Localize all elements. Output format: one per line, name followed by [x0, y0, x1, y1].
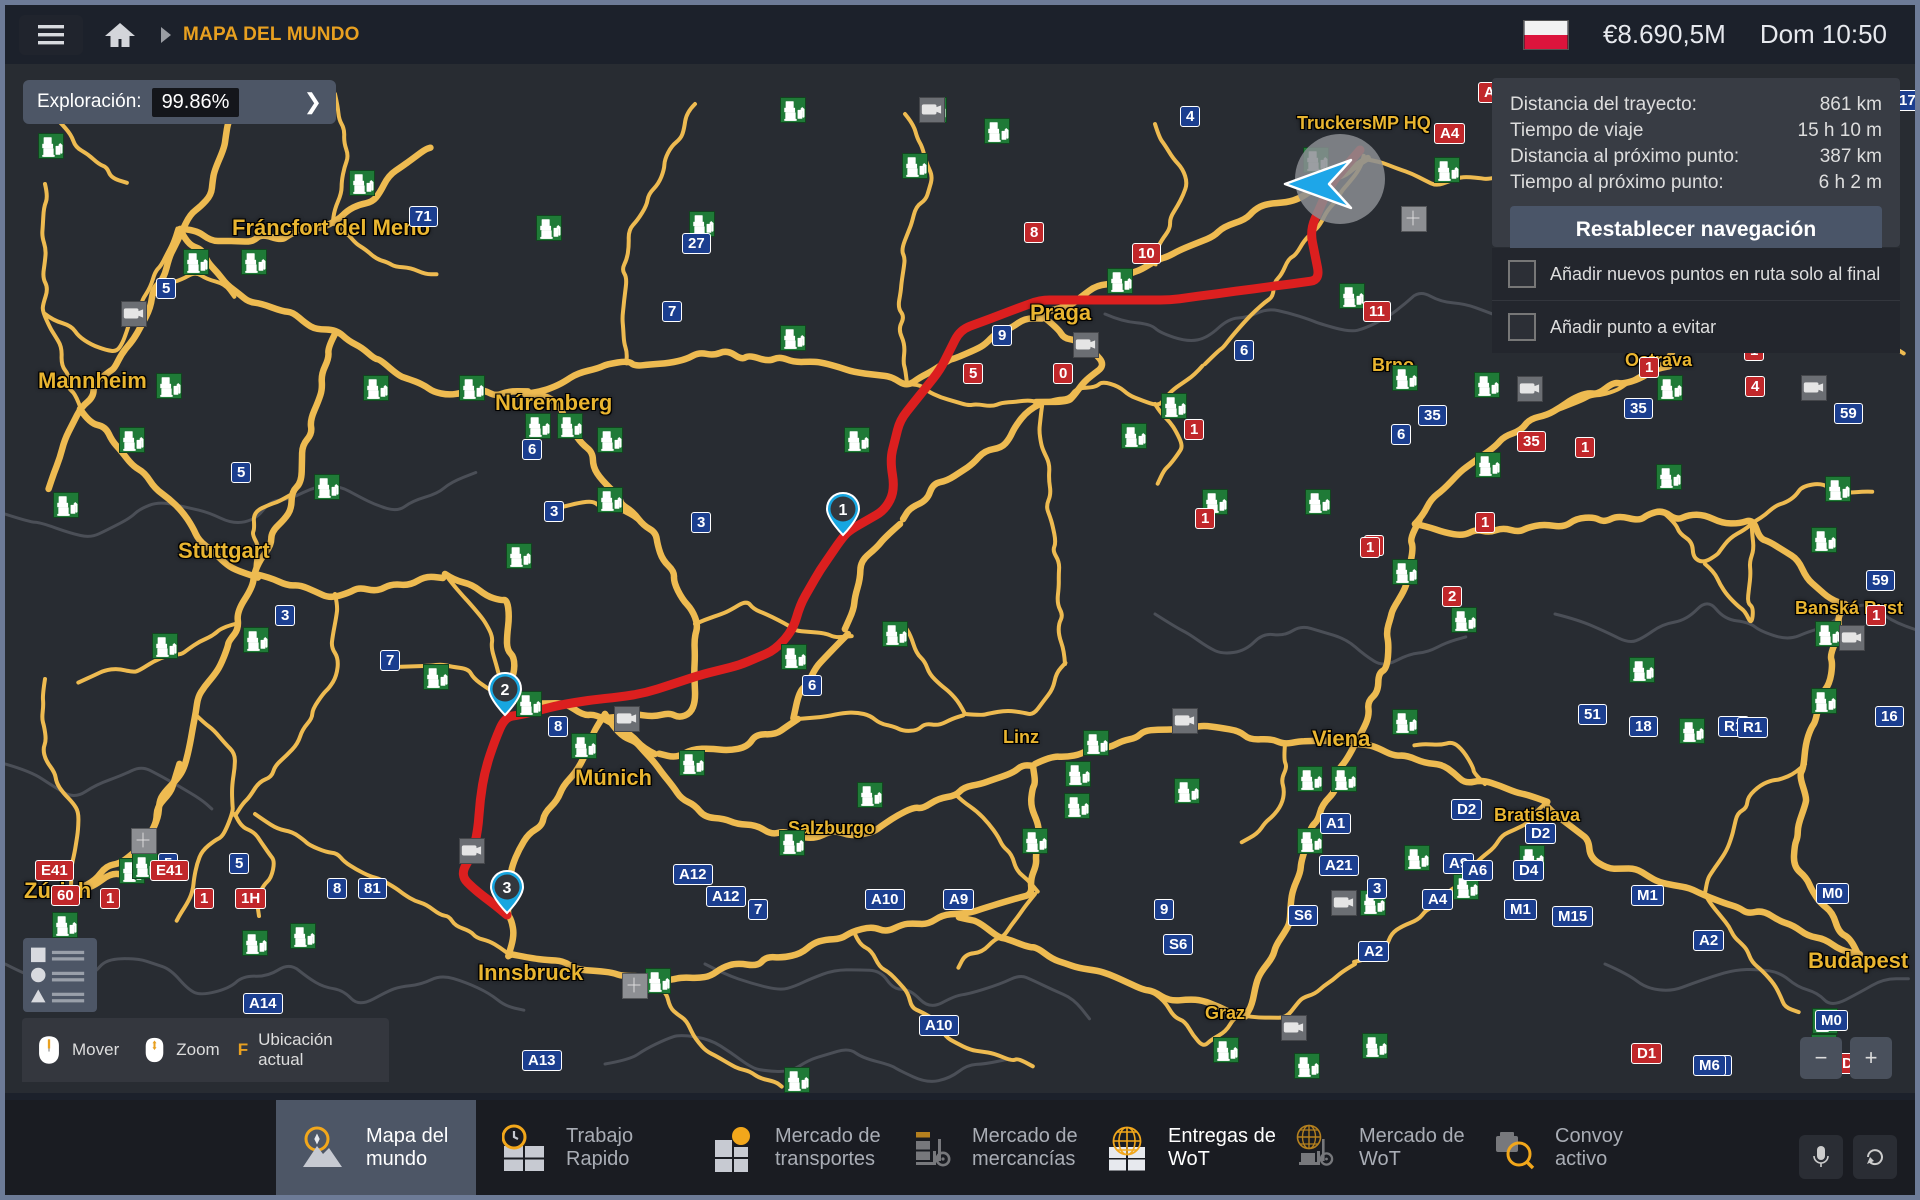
svg-text:2: 2	[501, 682, 510, 699]
svg-text:3: 3	[503, 880, 512, 897]
svg-text:1: 1	[839, 502, 848, 519]
